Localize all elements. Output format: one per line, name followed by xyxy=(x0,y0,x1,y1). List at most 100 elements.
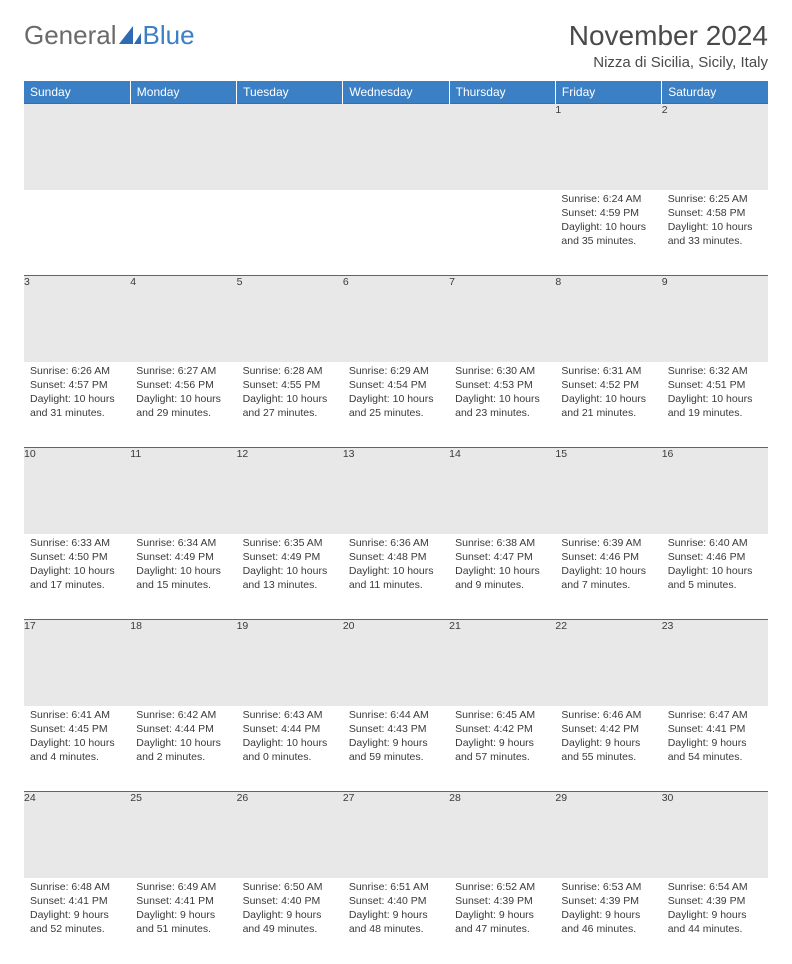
logo-text-1: General xyxy=(24,20,117,51)
day-details: Sunrise: 6:49 AMSunset: 4:41 PMDaylight:… xyxy=(130,878,236,943)
day-number: 24 xyxy=(24,792,130,878)
day-number xyxy=(24,104,130,190)
day-details: Sunrise: 6:33 AMSunset: 4:50 PMDaylight:… xyxy=(24,534,130,599)
day-number: 9 xyxy=(662,276,768,362)
day-details: Sunrise: 6:29 AMSunset: 4:54 PMDaylight:… xyxy=(343,362,449,427)
day-number: 14 xyxy=(449,448,555,534)
day-cell xyxy=(24,190,130,276)
day-number: 3 xyxy=(24,276,130,362)
week-row: Sunrise: 6:48 AMSunset: 4:41 PMDaylight:… xyxy=(24,878,768,964)
daynum-row: 17181920212223 xyxy=(24,620,768,706)
day-number: 18 xyxy=(130,620,236,706)
header: General Blue November 2024 Nizza di Sici… xyxy=(24,20,768,71)
week-row: Sunrise: 6:26 AMSunset: 4:57 PMDaylight:… xyxy=(24,362,768,448)
day-cell: Sunrise: 6:45 AMSunset: 4:42 PMDaylight:… xyxy=(449,706,555,792)
day-details: Sunrise: 6:30 AMSunset: 4:53 PMDaylight:… xyxy=(449,362,555,427)
day-details: Sunrise: 6:52 AMSunset: 4:39 PMDaylight:… xyxy=(449,878,555,943)
day-number: 12 xyxy=(237,448,343,534)
day-cell: Sunrise: 6:43 AMSunset: 4:44 PMDaylight:… xyxy=(237,706,343,792)
day-details: Sunrise: 6:53 AMSunset: 4:39 PMDaylight:… xyxy=(555,878,661,943)
day-details: Sunrise: 6:47 AMSunset: 4:41 PMDaylight:… xyxy=(662,706,768,771)
day-cell: Sunrise: 6:41 AMSunset: 4:45 PMDaylight:… xyxy=(24,706,130,792)
daynum-row: 24252627282930 xyxy=(24,792,768,878)
weekday-header: Monday xyxy=(130,81,236,104)
day-number: 17 xyxy=(24,620,130,706)
day-cell: Sunrise: 6:33 AMSunset: 4:50 PMDaylight:… xyxy=(24,534,130,620)
day-cell: Sunrise: 6:39 AMSunset: 4:46 PMDaylight:… xyxy=(555,534,661,620)
day-details: Sunrise: 6:46 AMSunset: 4:42 PMDaylight:… xyxy=(555,706,661,771)
weekday-header: Wednesday xyxy=(343,81,449,104)
day-number: 6 xyxy=(343,276,449,362)
day-cell: Sunrise: 6:54 AMSunset: 4:39 PMDaylight:… xyxy=(662,878,768,964)
day-number: 7 xyxy=(449,276,555,362)
day-number: 2 xyxy=(662,104,768,190)
weekday-header: Friday xyxy=(555,81,661,104)
day-number: 22 xyxy=(555,620,661,706)
weekday-header: Thursday xyxy=(449,81,555,104)
logo-text-2: Blue xyxy=(143,20,195,51)
day-details: Sunrise: 6:34 AMSunset: 4:49 PMDaylight:… xyxy=(130,534,236,599)
day-details: Sunrise: 6:40 AMSunset: 4:46 PMDaylight:… xyxy=(662,534,768,599)
day-cell: Sunrise: 6:47 AMSunset: 4:41 PMDaylight:… xyxy=(662,706,768,792)
day-details: Sunrise: 6:51 AMSunset: 4:40 PMDaylight:… xyxy=(343,878,449,943)
day-number: 29 xyxy=(555,792,661,878)
logo: General Blue xyxy=(24,20,195,51)
day-details: Sunrise: 6:28 AMSunset: 4:55 PMDaylight:… xyxy=(237,362,343,427)
calendar-table: SundayMondayTuesdayWednesdayThursdayFrid… xyxy=(24,81,768,964)
daynum-row: 10111213141516 xyxy=(24,448,768,534)
day-number xyxy=(343,104,449,190)
day-cell: Sunrise: 6:31 AMSunset: 4:52 PMDaylight:… xyxy=(555,362,661,448)
day-number: 1 xyxy=(555,104,661,190)
day-number: 28 xyxy=(449,792,555,878)
day-number: 19 xyxy=(237,620,343,706)
weekday-header: Sunday xyxy=(24,81,130,104)
daynum-row: 3456789 xyxy=(24,276,768,362)
day-number: 10 xyxy=(24,448,130,534)
day-number: 13 xyxy=(343,448,449,534)
day-cell: Sunrise: 6:25 AMSunset: 4:58 PMDaylight:… xyxy=(662,190,768,276)
day-number: 23 xyxy=(662,620,768,706)
day-cell xyxy=(343,190,449,276)
day-number: 16 xyxy=(662,448,768,534)
day-cell: Sunrise: 6:40 AMSunset: 4:46 PMDaylight:… xyxy=(662,534,768,620)
day-number xyxy=(130,104,236,190)
day-cell: Sunrise: 6:49 AMSunset: 4:41 PMDaylight:… xyxy=(130,878,236,964)
day-details: Sunrise: 6:39 AMSunset: 4:46 PMDaylight:… xyxy=(555,534,661,599)
day-details: Sunrise: 6:25 AMSunset: 4:58 PMDaylight:… xyxy=(662,190,768,255)
day-details: Sunrise: 6:36 AMSunset: 4:48 PMDaylight:… xyxy=(343,534,449,599)
day-details: Sunrise: 6:31 AMSunset: 4:52 PMDaylight:… xyxy=(555,362,661,427)
day-cell: Sunrise: 6:29 AMSunset: 4:54 PMDaylight:… xyxy=(343,362,449,448)
day-number: 5 xyxy=(237,276,343,362)
day-cell xyxy=(130,190,236,276)
day-number: 8 xyxy=(555,276,661,362)
day-cell: Sunrise: 6:50 AMSunset: 4:40 PMDaylight:… xyxy=(237,878,343,964)
day-cell: Sunrise: 6:26 AMSunset: 4:57 PMDaylight:… xyxy=(24,362,130,448)
logo-sail-icon xyxy=(119,20,141,51)
day-details: Sunrise: 6:42 AMSunset: 4:44 PMDaylight:… xyxy=(130,706,236,771)
day-cell: Sunrise: 6:48 AMSunset: 4:41 PMDaylight:… xyxy=(24,878,130,964)
day-details: Sunrise: 6:45 AMSunset: 4:42 PMDaylight:… xyxy=(449,706,555,771)
day-details: Sunrise: 6:32 AMSunset: 4:51 PMDaylight:… xyxy=(662,362,768,427)
day-cell: Sunrise: 6:36 AMSunset: 4:48 PMDaylight:… xyxy=(343,534,449,620)
title-block: November 2024 Nizza di Sicilia, Sicily, … xyxy=(569,20,768,71)
day-number: 27 xyxy=(343,792,449,878)
calendar-body: 12Sunrise: 6:24 AMSunset: 4:59 PMDayligh… xyxy=(24,104,768,964)
day-number: 26 xyxy=(237,792,343,878)
day-number xyxy=(449,104,555,190)
day-details: Sunrise: 6:35 AMSunset: 4:49 PMDaylight:… xyxy=(237,534,343,599)
weekday-header: Saturday xyxy=(662,81,768,104)
day-cell: Sunrise: 6:28 AMSunset: 4:55 PMDaylight:… xyxy=(237,362,343,448)
day-details: Sunrise: 6:38 AMSunset: 4:47 PMDaylight:… xyxy=(449,534,555,599)
day-cell: Sunrise: 6:34 AMSunset: 4:49 PMDaylight:… xyxy=(130,534,236,620)
day-number xyxy=(237,104,343,190)
day-number: 4 xyxy=(130,276,236,362)
day-number: 15 xyxy=(555,448,661,534)
day-number: 11 xyxy=(130,448,236,534)
day-cell xyxy=(449,190,555,276)
week-row: Sunrise: 6:33 AMSunset: 4:50 PMDaylight:… xyxy=(24,534,768,620)
month-title: November 2024 xyxy=(569,20,768,52)
day-details: Sunrise: 6:50 AMSunset: 4:40 PMDaylight:… xyxy=(237,878,343,943)
week-row: Sunrise: 6:41 AMSunset: 4:45 PMDaylight:… xyxy=(24,706,768,792)
calendar-header-row: SundayMondayTuesdayWednesdayThursdayFrid… xyxy=(24,81,768,104)
day-cell: Sunrise: 6:53 AMSunset: 4:39 PMDaylight:… xyxy=(555,878,661,964)
